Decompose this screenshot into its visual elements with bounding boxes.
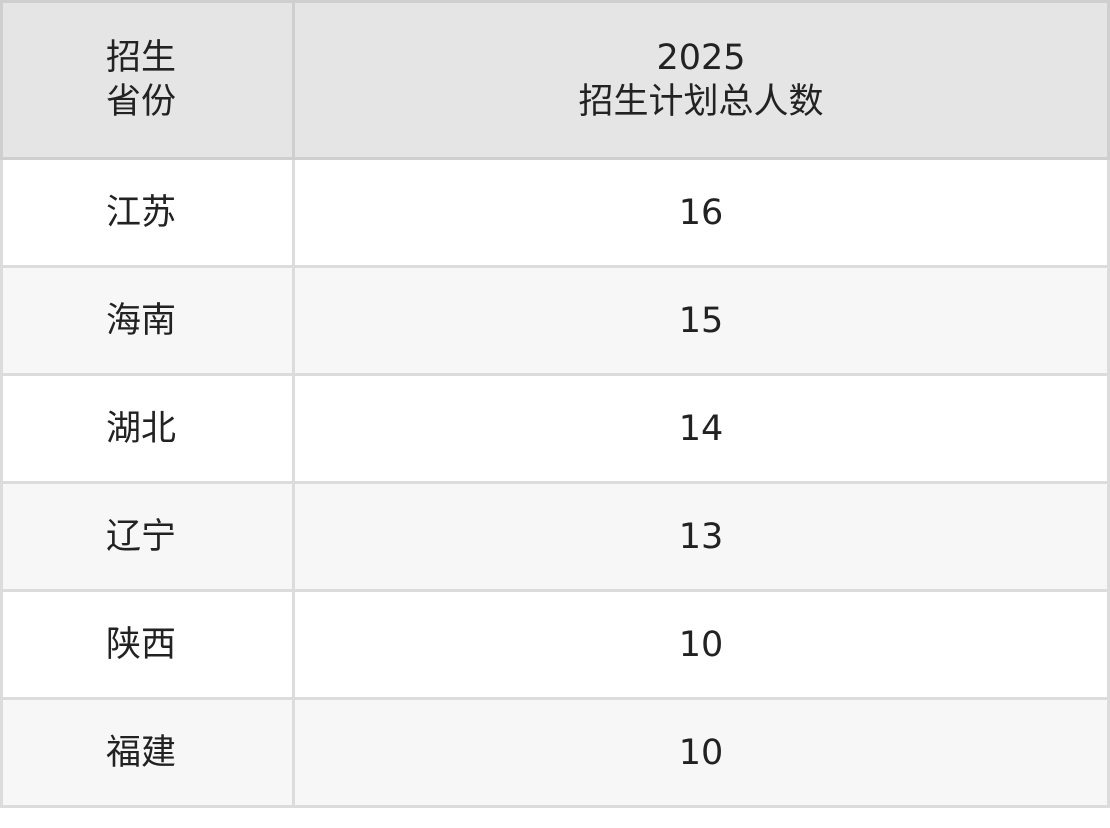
province-cell: 江苏 [0,157,295,268]
province-cell: 湖北 [0,373,295,484]
table-row: 海南 15 [0,265,1110,376]
header-province-line1: 招生 [106,38,177,78]
total-cell: 10 [292,589,1110,700]
total-cell: 13 [292,481,1110,592]
table-row: 陕西 10 [0,589,1110,700]
table-row: 辽宁 13 [0,481,1110,592]
total-cell: 10 [292,697,1110,808]
enrollment-table: 招生 省份 2025 招生计划总人数 江苏 16 海南 15 湖北 14 辽宁 … [0,0,1110,808]
header-row: 招生 省份 2025 招生计划总人数 [0,0,1110,160]
total-cell: 16 [292,157,1110,268]
header-total-line1: 2025 [656,38,746,78]
total-cell: 14 [292,373,1110,484]
header-province-line2: 省份 [106,82,177,122]
header-province: 招生 省份 [0,0,295,160]
table-row: 湖北 14 [0,373,1110,484]
province-cell: 陕西 [0,589,295,700]
province-cell: 辽宁 [0,481,295,592]
header-total: 2025 招生计划总人数 [292,0,1110,160]
total-cell: 15 [292,265,1110,376]
province-cell: 海南 [0,265,295,376]
table-row: 福建 10 [0,697,1110,808]
table-row: 江苏 16 [0,157,1110,268]
header-total-line2: 招生计划总人数 [578,82,824,122]
province-cell: 福建 [0,697,295,808]
